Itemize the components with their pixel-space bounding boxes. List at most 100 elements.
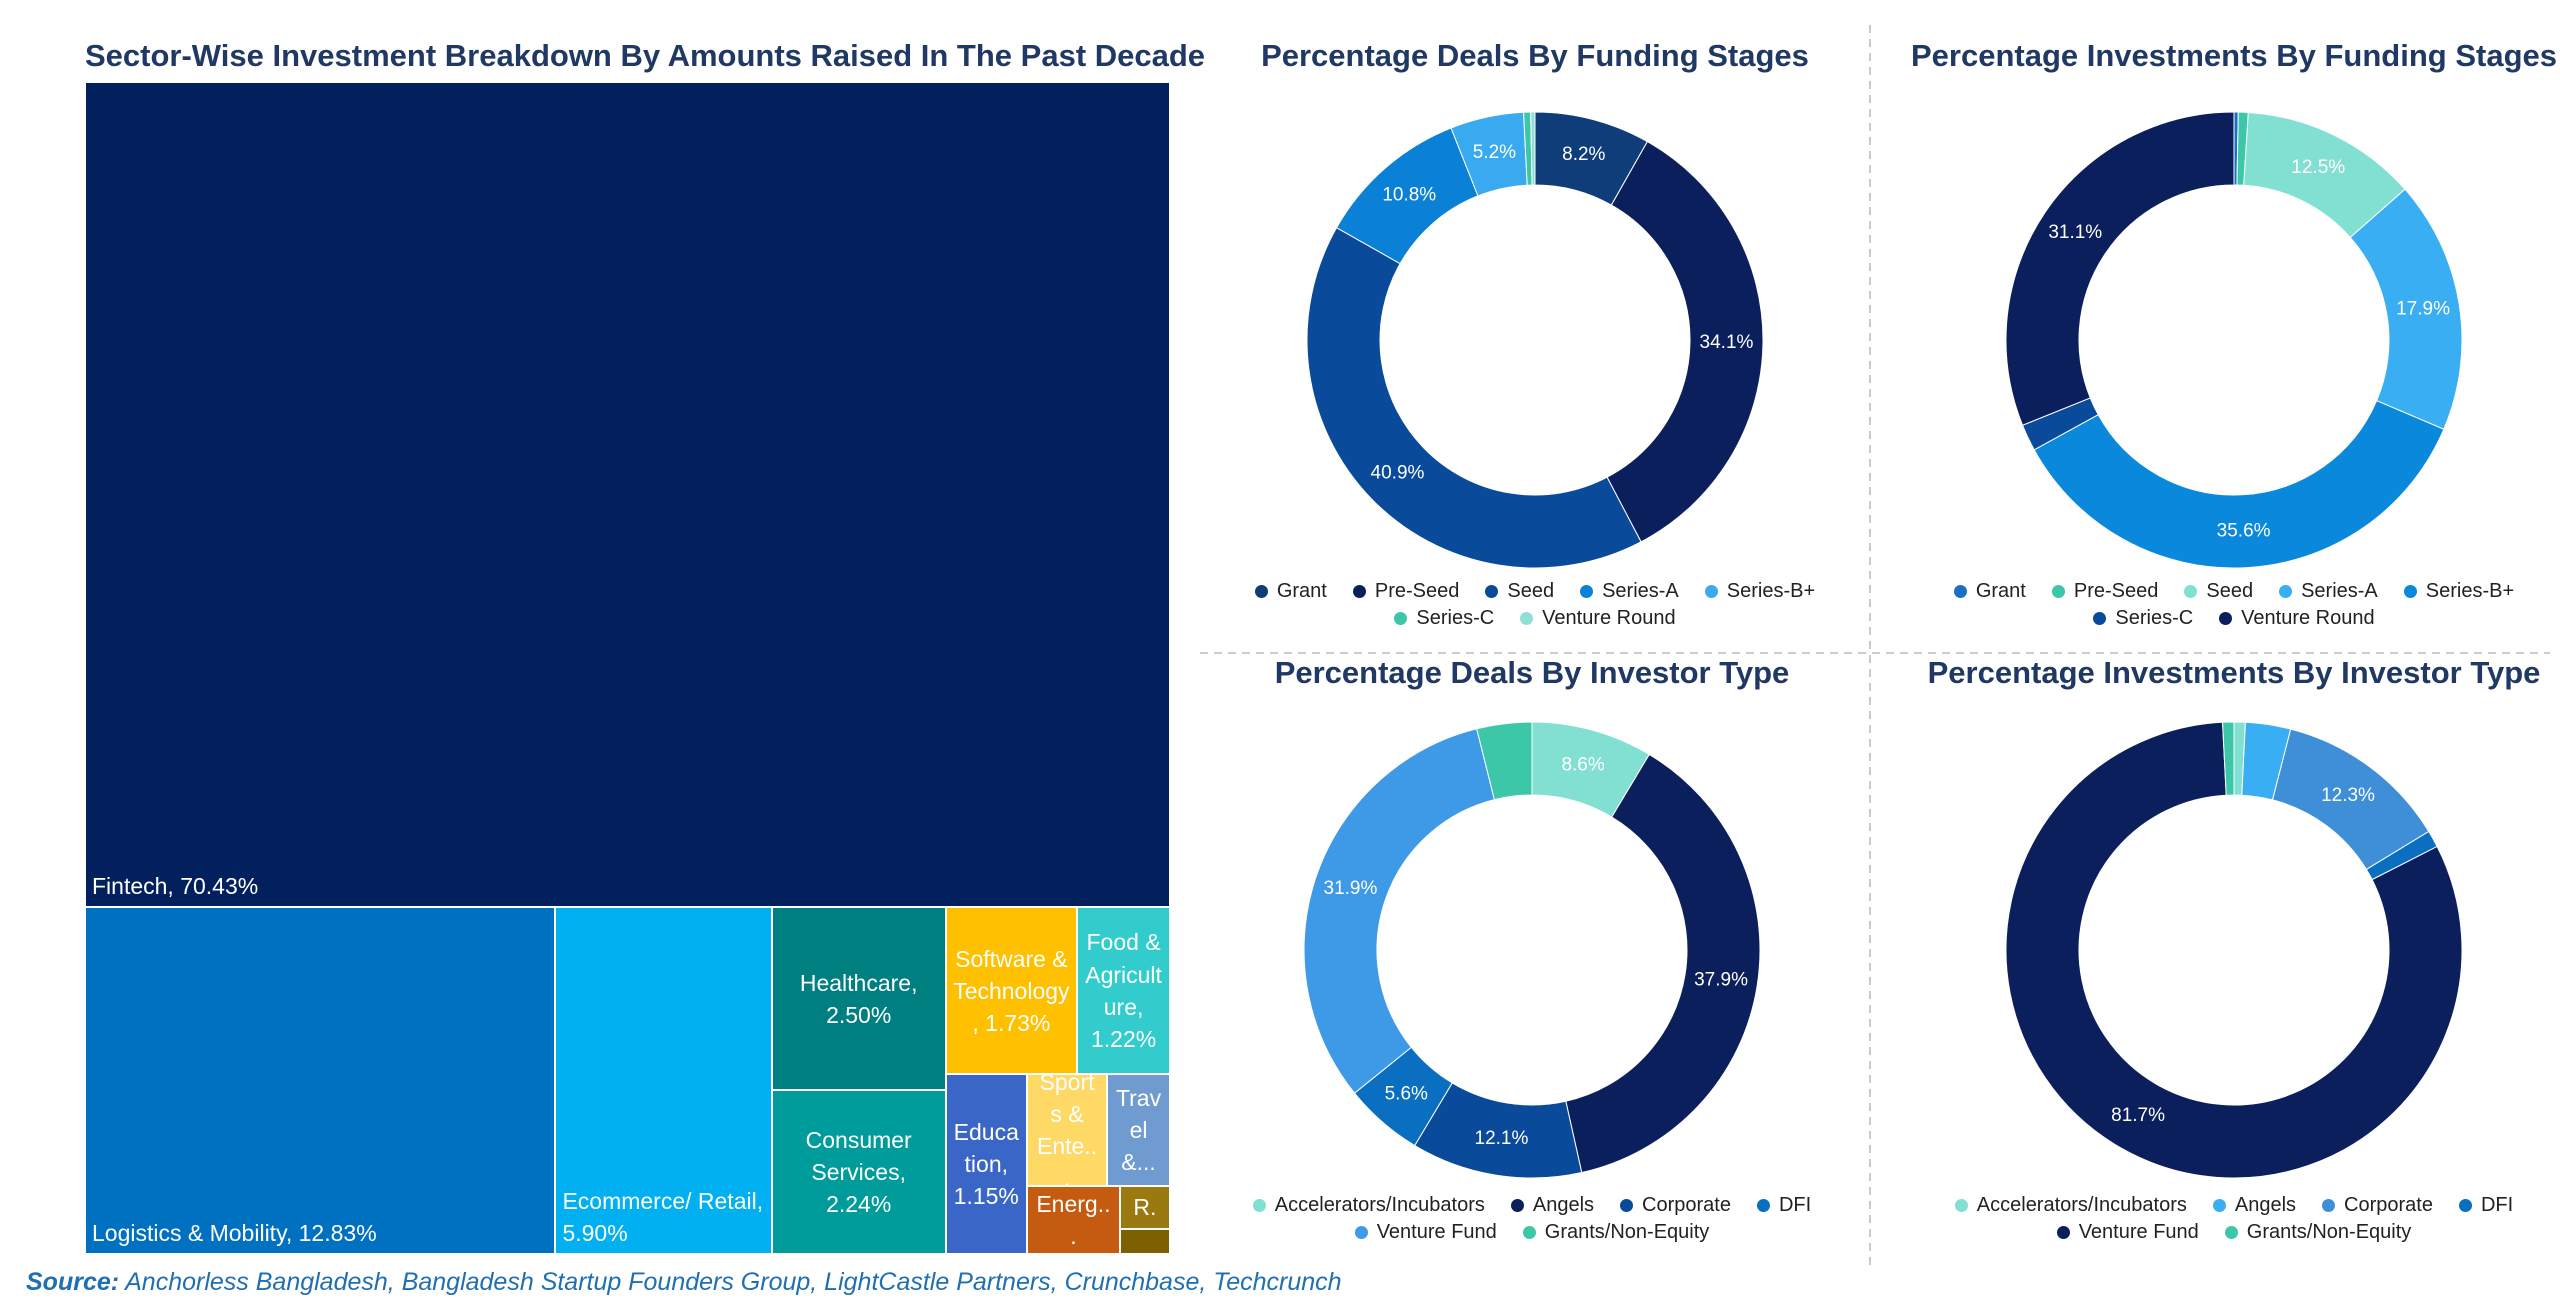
legend-item: Accelerators/Incubators	[1252, 1194, 1485, 1217]
legend-label: Grants/Non-Equity	[1544, 1221, 1710, 1243]
legend-label: Corporate	[1642, 1194, 1731, 1216]
treemap-cell: Energ...	[1027, 1185, 1120, 1254]
donut-slice	[2033, 400, 2445, 569]
legend-item: Angels	[1510, 1194, 1594, 1217]
legend-marker	[1756, 1199, 1770, 1212]
legend-label: Venture Fund	[1376, 1221, 1497, 1243]
legend-label: Pre-Seed	[2073, 580, 2159, 602]
legend-item: Grant	[1953, 580, 2026, 603]
legend-label: Venture Fund	[2078, 1221, 2199, 1243]
legend-marker	[2184, 585, 2198, 598]
treemap-label: Consumer Services, 2.24%	[805, 1126, 912, 1218]
treemap-cell: Fintech, 70.43%	[85, 82, 1170, 908]
treemap-cell: Ecommerce/ Retail, 5.90%	[555, 907, 772, 1254]
treemap-label: Education, 1.15%	[953, 1118, 1019, 1210]
treemap-cell: R.	[1119, 1185, 1170, 1229]
data-label: 5.2%	[1473, 142, 1516, 163]
treemap-label: Fintech, 70.43%	[92, 873, 259, 900]
legend-marker	[1354, 1226, 1368, 1239]
legend-item: Angels	[2212, 1194, 2297, 1217]
treemap-cell: Sports & Ente...	[1027, 1074, 1108, 1186]
chart-title: Percentage Investments By Funding Stages	[1910, 38, 2557, 73]
donut-slice	[1306, 226, 1642, 569]
legend-label: Venture Round	[2241, 607, 2375, 629]
legend-label: Series-C	[2115, 607, 2194, 629]
legend-label: Grant	[1975, 580, 2026, 602]
source-text: Anchorless Bangladesh, Bangladesh Startu…	[125, 1268, 1342, 1296]
treemap-label: Energ...	[1036, 1190, 1111, 1249]
data-label: 12.1%	[1475, 1128, 1529, 1149]
data-label: 12.5%	[2291, 157, 2345, 178]
legend-marker	[1954, 1199, 1968, 1212]
legend-item: Corporate	[1620, 1194, 1731, 1217]
legend-label: Grant	[1276, 580, 1327, 602]
treemap-label: Healthcare, 2.50%	[799, 969, 918, 1028]
donut-slice	[2222, 721, 2235, 796]
legend-marker	[2219, 612, 2233, 625]
legend: Accelerators/Incubators Angels Corporate DF…	[1202, 1194, 1862, 1244]
legend-marker	[2403, 585, 2417, 598]
legend-label: Series-C	[1416, 607, 1495, 629]
donut-slice	[2005, 111, 2235, 426]
treemap-cell: Healthcare, 2.50%	[771, 907, 946, 1091]
legend-marker	[2212, 1199, 2226, 1212]
treemap-cell: Software & Technology, 1.73%	[945, 907, 1078, 1075]
legend-marker	[1510, 1199, 1524, 1212]
legend-marker	[2051, 585, 2065, 598]
legend-marker	[1704, 585, 1718, 598]
donut-slice	[2005, 721, 2463, 1179]
legend-label: Pre-Seed	[1374, 580, 1460, 602]
legend-item: Series-B+	[1704, 580, 1815, 603]
legend-item: Corporate	[2322, 1194, 2433, 1217]
legend-label: DFI	[2480, 1194, 2514, 1216]
data-label: 12.3%	[2321, 785, 2375, 806]
chart-title: Sector-Wise Investment Breakdown By Amou…	[85, 38, 1206, 73]
legend-item: Pre-Seed	[2051, 580, 2159, 603]
legend-marker	[1254, 585, 1268, 598]
treemap-label: Travel &...	[1115, 1084, 1162, 1176]
legend-marker	[1620, 1199, 1634, 1212]
treemap-cell	[1119, 1228, 1170, 1254]
legend-item: DFI	[1756, 1194, 1811, 1217]
chart-title: Percentage Investments By Investor Type	[1927, 655, 2541, 690]
treemap-label: Software & Technology, 1.73%	[953, 945, 1070, 1036]
treemap-label: Logistics & Mobility, 12.83%	[92, 1219, 377, 1246]
legend-marker	[2279, 585, 2293, 598]
legend: Grant Pre-Seed Seed Series-A Series-B+ Series…	[1205, 580, 1865, 630]
legend-label: Seed	[2206, 580, 2254, 602]
data-label: 81.7%	[2111, 1105, 2165, 1126]
treemap-cell: Food & Agriculture, 1.22%	[1077, 907, 1170, 1075]
treemap-cell: Logistics & Mobility, 12.83%	[85, 907, 556, 1254]
legend-marker	[1522, 1226, 1536, 1239]
donut-slice	[1530, 111, 1536, 186]
data-label: 34.1%	[1700, 332, 1754, 353]
legend-item: Venture Fund	[1354, 1221, 1497, 1244]
data-label: 17.9%	[2396, 298, 2450, 319]
donut-slice	[1606, 140, 1764, 543]
legend-marker	[1252, 1199, 1266, 1212]
legend-item: Venture Round	[2219, 607, 2375, 630]
donut-slice	[1565, 753, 1761, 1174]
data-label: 5.6%	[1385, 1083, 1428, 1104]
legend-marker	[2093, 612, 2107, 625]
data-label: 37.9%	[1694, 970, 1748, 991]
legend-label: Angels	[2234, 1194, 2297, 1216]
legend-marker	[2224, 1226, 2238, 1239]
data-label: 8.6%	[1561, 754, 1604, 775]
data-label: 10.8%	[1382, 185, 1436, 206]
legend-item: Venture Fund	[2056, 1221, 2199, 1244]
treemap-label: R.	[1133, 1193, 1157, 1220]
legend-item: Venture Round	[1520, 607, 1676, 630]
chart-title: Percentage Deals By Investor Type	[1274, 655, 1790, 690]
data-label: 31.9%	[1324, 878, 1378, 899]
legend-label: Grants/Non-Equity	[2246, 1221, 2412, 1243]
legend-item: Accelerators/Incubators	[1954, 1194, 2187, 1217]
legend-item: Series-A	[2279, 580, 2378, 603]
legend-marker	[1580, 585, 1594, 598]
treemap-cell: Consumer Services, 2.24%	[771, 1090, 946, 1254]
legend-item: DFI	[2458, 1194, 2514, 1217]
donut-slice	[1476, 721, 1533, 801]
legend-item: Pre-Seed	[1352, 580, 1460, 603]
data-label: 40.9%	[1371, 462, 1425, 483]
